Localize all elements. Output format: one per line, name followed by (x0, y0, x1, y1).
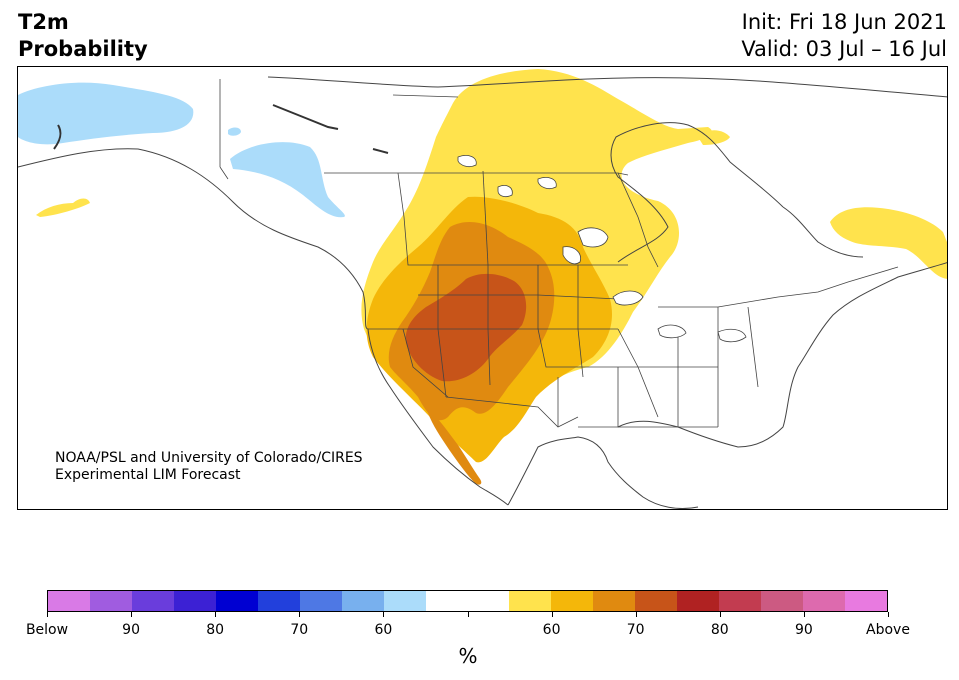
colorbar-segment (131, 591, 174, 611)
colorbar-segment (467, 591, 510, 611)
colorbar-segment (677, 591, 720, 611)
colorbar-tick-label: Below (25, 622, 69, 638)
colorbar-segment (48, 591, 90, 611)
forecast-map (17, 66, 948, 510)
map-canvas (18, 69, 947, 509)
credit-line-1: NOAA/PSL and University of Colorado/CIRE… (55, 450, 363, 466)
colorbar-segment (761, 591, 804, 611)
warm-band-70-75 (405, 273, 527, 382)
colorbar-segment (593, 591, 636, 611)
colorbar-tick-label: Above (866, 622, 910, 638)
rivers (53, 104, 389, 154)
probability-colorbar (47, 590, 888, 612)
colorbar-tick (552, 612, 553, 617)
colorbar-segment (89, 591, 132, 611)
colorbar-segment (425, 591, 468, 611)
colorbar-tick-label: 90 (122, 622, 141, 638)
credit-text: NOAA/PSL and University of Colorado/CIRE… (55, 450, 363, 484)
colorbar-tick (383, 612, 384, 617)
colorbar-segment (299, 591, 342, 611)
variable-label: T2m (18, 10, 69, 34)
colorbar-tick (468, 612, 469, 617)
political-boundaries (219, 79, 899, 428)
colorbar-tick (888, 612, 889, 617)
colorbar-tick (804, 612, 805, 617)
colorbar-tick-label: 80 (710, 622, 729, 638)
colorbar-tick (636, 612, 637, 617)
colorbar-tick (720, 612, 721, 617)
colorbar-segment (551, 591, 594, 611)
product-label: Probability (18, 37, 148, 61)
warm-band-baja (426, 407, 482, 485)
coastlines (18, 76, 947, 509)
credit-line-2: Experimental LIM Forecast (55, 467, 241, 483)
colorbar-segment (215, 591, 258, 611)
colorbar-segment (383, 591, 426, 611)
colorbar-unit: % (458, 644, 478, 668)
warm-band-hudson (698, 130, 730, 145)
colorbar-segment (719, 591, 762, 611)
colorbar-tick-label: 60 (542, 622, 561, 638)
cold-region-spot (228, 127, 241, 136)
colorbar-segment (341, 591, 384, 611)
colorbar-segment (173, 591, 216, 611)
warm-band-newfoundland (830, 207, 947, 279)
colorbar-segment (509, 591, 552, 611)
colorbar-tick-label: 80 (206, 622, 225, 638)
init-date: Init: Fri 18 Jun 2021 (741, 10, 947, 34)
colorbar-tick (299, 612, 300, 617)
colorbar-tick-label: 90 (794, 622, 813, 638)
cold-region-alaska (18, 82, 194, 145)
date-info: Init: Fri 18 Jun 2021 Valid: 03 Jul – 16… (741, 9, 947, 63)
cold-region-yukon (230, 142, 345, 218)
colorbar-tick (215, 612, 216, 617)
colorbar-segment (257, 591, 300, 611)
colorbar-tick (47, 612, 48, 617)
colorbar-tick-label: 60 (374, 622, 393, 638)
colorbar-tick-label: 70 (626, 622, 645, 638)
colorbar-segment (803, 591, 846, 611)
colorbar-segment (635, 591, 678, 611)
colorbar-tick-label: 70 (290, 622, 309, 638)
valid-range: Valid: 03 Jul – 16 Jul (741, 37, 947, 61)
colorbar-segment (845, 591, 888, 611)
warm-band-west (36, 198, 90, 217)
colorbar-tick (131, 612, 132, 617)
map-title: T2m Probability (18, 9, 148, 63)
lakes (457, 155, 747, 343)
